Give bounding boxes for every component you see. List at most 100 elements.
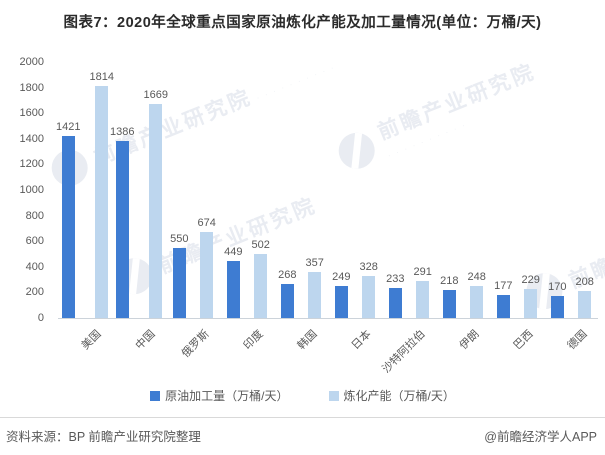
chart-title: 图表7：2020年全球重点国家原油炼化产能及加工量情况(单位：万桶/天) — [63, 15, 542, 31]
x-axis-category-label: 中国 — [133, 328, 158, 353]
bar-refining-capacity — [254, 253, 268, 318]
bar-wrap: 1386 — [110, 62, 135, 318]
bar-wrap: 1421 — [56, 62, 81, 318]
legend-swatch-refining-capacity — [328, 390, 339, 401]
bar-value-label: 208 — [575, 276, 594, 289]
bar-wrap: 233 — [386, 62, 405, 318]
bar-wrap: 208 — [576, 62, 594, 318]
bar-value-label: 449 — [224, 245, 243, 258]
y-axis-tick-label: 1000 — [19, 184, 44, 196]
bar-refining-capacity — [362, 276, 376, 318]
y-axis-tick-label: 1200 — [19, 158, 44, 171]
bar-group: 218 248 — [436, 62, 490, 318]
x-axis: 美国 中国 俄罗斯 印度 韩国 日本 沙特阿拉伯 伊朗 巴西 德国 — [58, 322, 598, 384]
x-axis-category-label: 沙特阿拉伯 — [380, 328, 428, 376]
bar-refining-capacity — [95, 85, 109, 318]
bar-group: 268 357 — [274, 62, 328, 318]
y-axis-tick-label: 0 — [37, 312, 44, 324]
legend: 原油加工量（万桶/天） 炼化产能（万桶/天） — [0, 387, 605, 404]
bar-crude-processing — [115, 140, 129, 318]
legend-label: 炼化产能（万桶/天） — [343, 389, 455, 403]
bar-value-label: 248 — [467, 271, 486, 284]
bar-value-label: 218 — [440, 275, 459, 288]
bar-value-label: 1669 — [143, 89, 168, 102]
bar-refining-capacity — [578, 291, 592, 318]
bar-group: 550 674 — [166, 62, 220, 318]
x-axis-category-label: 韩国 — [295, 328, 320, 353]
bar-wrap: 674 — [198, 62, 216, 318]
y-axis-tick-label: 2000 — [19, 56, 44, 68]
bar-value-label: 229 — [521, 273, 540, 286]
bar-value-label: 233 — [386, 273, 405, 286]
y-axis: 0 200 400 600 800 1000 1200 1400 1600 1800 2000 — [0, 56, 48, 324]
bar-crude-processing — [172, 247, 186, 318]
bar-value-label: 177 — [494, 280, 513, 293]
bar-wrap: 249 — [332, 62, 351, 318]
bar-wrap: 357 — [306, 62, 324, 318]
bar-crude-processing — [442, 290, 456, 318]
bar-crude-processing — [550, 296, 564, 318]
bar-value-label: 550 — [170, 232, 189, 245]
y-axis-tick-label: 400 — [25, 260, 44, 273]
legend-label: 原油加工量（万桶/天） — [165, 389, 289, 403]
bar-crude-processing — [388, 288, 402, 318]
bar-value-label: 291 — [413, 265, 432, 278]
bar-wrap: 218 — [440, 62, 459, 318]
bar-value-label: 249 — [332, 271, 351, 284]
bar-group: 177 229 — [490, 62, 544, 318]
bar-crude-processing — [61, 136, 75, 318]
bar-crude-processing — [496, 295, 510, 318]
bar-wrap: 449 — [224, 62, 243, 318]
bar-value-label: 1814 — [89, 70, 114, 83]
bar-refining-capacity — [470, 286, 484, 318]
bar-wrap: 1669 — [144, 62, 168, 318]
y-axis-tick-label: 800 — [25, 209, 44, 222]
plot-area: 1421 1814 1386 1669 550 674 449 502 268 357 249 328… — [56, 62, 598, 319]
bar-refining-capacity — [416, 280, 430, 318]
bar-wrap: 170 — [548, 62, 567, 318]
bar-value-label: 502 — [251, 238, 270, 251]
y-axis-tick-label: 1600 — [19, 107, 44, 120]
source-note: 资料来源：BP 前瞻产业研究院整理 — [6, 430, 201, 444]
bar-value-label: 1421 — [56, 121, 81, 134]
credit-note: @前瞻经济学人APP — [484, 430, 597, 444]
bar-group: 233 291 — [382, 62, 436, 318]
legend-item-crude-processing: 原油加工量（万桶/天） — [150, 387, 289, 404]
bar-wrap: 268 — [278, 62, 297, 318]
bar-group: 249 328 — [328, 62, 382, 318]
x-axis-category-label: 巴西 — [511, 328, 536, 353]
bar-crude-processing — [226, 260, 240, 318]
bar-wrap: 248 — [468, 62, 486, 318]
x-axis-category-label: 日本 — [349, 328, 374, 353]
bar-wrap: 291 — [414, 62, 432, 318]
bar-wrap: 328 — [360, 62, 378, 318]
legend-item-refining-capacity: 炼化产能（万桶/天） — [328, 387, 455, 404]
bar-wrap: 550 — [170, 62, 189, 318]
x-axis-category-label: 俄罗斯 — [179, 328, 212, 360]
bar-group: 449 502 — [220, 62, 274, 318]
bar-value-label: 1386 — [110, 125, 135, 138]
bar-refining-capacity — [149, 104, 163, 318]
bar-value-label: 170 — [548, 281, 567, 294]
bar-group: 170 208 — [544, 62, 598, 318]
y-axis-tick-label: 1400 — [19, 132, 44, 145]
footer: 资料来源：BP 前瞻产业研究院整理 @前瞻经济学人APP — [0, 417, 605, 455]
bar-wrap: 502 — [252, 62, 270, 318]
x-axis-category-label: 印度 — [241, 328, 266, 353]
bar-refining-capacity — [308, 272, 322, 318]
bar-crude-processing — [334, 286, 348, 318]
bar-refining-capacity — [524, 288, 538, 318]
bar-group: 1421 1814 — [56, 62, 114, 318]
y-axis-tick-label: 600 — [25, 235, 44, 248]
bar-value-label: 268 — [278, 268, 297, 281]
bar-wrap: 229 — [522, 62, 540, 318]
x-axis-category-label: 伊朗 — [457, 328, 482, 353]
bar-group: 1386 1669 — [110, 62, 168, 318]
bar-wrap: 177 — [494, 62, 513, 318]
bar-refining-capacity — [200, 231, 214, 318]
bar-wrap: 1814 — [90, 62, 114, 318]
y-axis-tick-label: 1800 — [19, 81, 44, 94]
bar-crude-processing — [280, 283, 294, 318]
y-axis-tick-label: 200 — [25, 286, 44, 299]
